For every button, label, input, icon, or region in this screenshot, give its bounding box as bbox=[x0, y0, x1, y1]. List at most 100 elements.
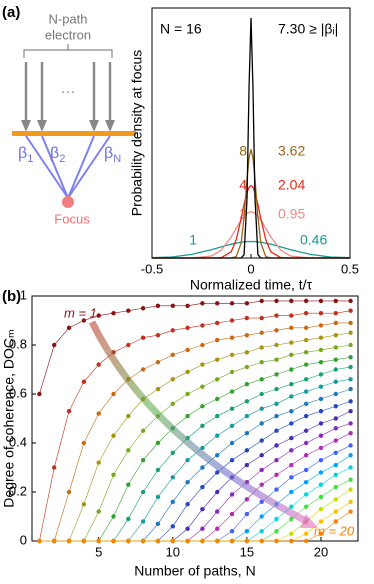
point bbox=[155, 440, 161, 446]
point bbox=[333, 462, 338, 468]
point bbox=[215, 337, 220, 343]
point bbox=[140, 306, 146, 311]
point bbox=[259, 345, 264, 350]
point bbox=[185, 413, 190, 419]
beta-label: βN bbox=[104, 145, 121, 165]
point bbox=[155, 467, 161, 473]
point bbox=[303, 362, 309, 367]
series-bound: 0.95 bbox=[278, 206, 305, 222]
point bbox=[185, 325, 190, 331]
point bbox=[215, 538, 220, 544]
point bbox=[185, 457, 190, 463]
point bbox=[259, 298, 264, 304]
point bbox=[348, 431, 353, 436]
point bbox=[303, 492, 309, 497]
y-axis-label: Degree of coherence, DOCₘ bbox=[1, 329, 17, 507]
point bbox=[155, 303, 161, 308]
point bbox=[259, 359, 264, 365]
point bbox=[111, 514, 116, 519]
point bbox=[303, 480, 309, 485]
series-bound: 0.46 bbox=[300, 232, 327, 248]
point bbox=[289, 504, 294, 509]
point bbox=[289, 394, 294, 399]
point bbox=[333, 379, 338, 384]
point bbox=[259, 421, 264, 426]
ellipsis: ··· bbox=[61, 83, 76, 100]
point bbox=[229, 301, 235, 306]
point bbox=[170, 450, 175, 455]
point bbox=[333, 509, 338, 514]
point bbox=[274, 386, 279, 392]
point bbox=[215, 377, 220, 382]
point bbox=[200, 506, 205, 512]
point bbox=[259, 538, 264, 544]
point bbox=[215, 357, 220, 362]
point bbox=[200, 362, 205, 367]
source-label: electron bbox=[45, 27, 91, 42]
point bbox=[140, 538, 146, 544]
series-label: N = 16 bbox=[160, 21, 202, 37]
point bbox=[348, 399, 353, 404]
point bbox=[229, 406, 235, 411]
point bbox=[215, 489, 220, 495]
point bbox=[200, 404, 205, 409]
point bbox=[348, 487, 353, 492]
focus-label: Focus bbox=[54, 211, 90, 226]
point bbox=[140, 489, 146, 495]
point bbox=[303, 298, 309, 304]
point bbox=[215, 526, 220, 531]
point bbox=[37, 391, 42, 397]
point bbox=[318, 359, 324, 365]
point bbox=[52, 465, 57, 470]
point bbox=[170, 499, 175, 504]
point bbox=[333, 497, 338, 502]
point bbox=[333, 367, 338, 372]
point bbox=[348, 386, 353, 392]
x-tick-label: 0.5 bbox=[341, 261, 359, 276]
point bbox=[333, 391, 338, 397]
point bbox=[215, 509, 220, 514]
point bbox=[318, 408, 324, 414]
x-axis-label: Normalized time, t/τ bbox=[190, 277, 313, 293]
chart-b: 5 10 15 20 0 0.2 0.4 0.6 0.8 1 Number of paths, N D… bbox=[1, 287, 359, 579]
point bbox=[259, 467, 264, 473]
point bbox=[318, 494, 324, 500]
point bbox=[303, 467, 309, 473]
point bbox=[333, 416, 338, 421]
point bbox=[215, 453, 220, 458]
point bbox=[289, 367, 294, 372]
point bbox=[259, 529, 264, 534]
point bbox=[303, 453, 309, 458]
point bbox=[318, 531, 324, 536]
point bbox=[170, 524, 175, 529]
point bbox=[244, 529, 250, 534]
x-tick-label: 15 bbox=[240, 544, 254, 559]
point bbox=[289, 435, 294, 441]
point bbox=[303, 389, 309, 394]
point bbox=[333, 450, 338, 455]
point bbox=[96, 411, 101, 416]
y-axis-label: Probability density at focus bbox=[129, 50, 145, 217]
point bbox=[348, 465, 353, 470]
point bbox=[155, 494, 161, 500]
point bbox=[333, 345, 338, 350]
x-tick-label: 10 bbox=[166, 544, 180, 559]
trend-arrow bbox=[88, 320, 318, 528]
point bbox=[111, 310, 116, 316]
point bbox=[111, 538, 116, 544]
point bbox=[244, 511, 250, 517]
point bbox=[318, 347, 324, 353]
series-line bbox=[39, 479, 351, 542]
point bbox=[318, 335, 324, 340]
point bbox=[303, 413, 309, 419]
point bbox=[318, 323, 324, 328]
point bbox=[318, 310, 324, 316]
point bbox=[259, 315, 264, 321]
series-label: 1 bbox=[189, 232, 197, 248]
point bbox=[318, 384, 324, 389]
lens bbox=[12, 131, 136, 136]
point bbox=[348, 364, 353, 370]
point bbox=[259, 438, 264, 443]
y-tick-label: 0.8 bbox=[9, 336, 27, 351]
point bbox=[81, 538, 87, 544]
